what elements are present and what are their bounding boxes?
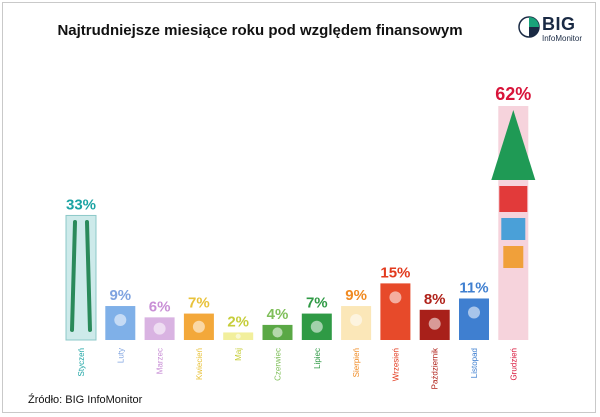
chart-frame — [2, 2, 596, 413]
category-label-1: Styczeń — [77, 348, 86, 376]
value-label-10: 8% — [424, 291, 446, 308]
bar-icon-11 — [468, 306, 480, 319]
value-label-2: 9% — [109, 287, 131, 304]
gift-icon — [499, 186, 528, 212]
category-label-7: Lipiec — [313, 348, 322, 369]
value-label-9: 15% — [380, 264, 410, 281]
ski-left-icon — [70, 220, 77, 332]
category-label-3: Marzec — [156, 348, 165, 374]
value-label-5: 2% — [227, 313, 249, 330]
christmas-tree-icon — [491, 110, 536, 180]
category-label-4: Kwiecień — [195, 348, 204, 380]
value-label-4: 7% — [188, 295, 210, 312]
value-label-12: 62% — [495, 84, 531, 104]
category-label-10: Październik — [431, 347, 440, 389]
bar-icon-5 — [235, 333, 241, 339]
value-label-1: 33% — [66, 196, 96, 213]
category-label-5: Maj — [234, 348, 243, 361]
logo: BIG InfoMonitor — [518, 14, 588, 48]
bar-icon-8 — [350, 314, 363, 327]
value-label-6: 4% — [267, 306, 289, 323]
category-label-9: Wrzesień — [391, 348, 400, 381]
bars-group — [65, 106, 529, 341]
category-label-6: Czerwiec — [274, 348, 283, 381]
value-labels-group: 33% 9% 6% 7% 2% 4% 7% 9% 15% 8% 11% 62% — [66, 84, 531, 330]
gift-icon-2 — [501, 218, 526, 240]
gift-icon-3 — [503, 246, 524, 268]
source-note: Źródło: BIG InfoMonitor — [28, 394, 143, 406]
bar-11 — [459, 298, 489, 340]
bar-icon-6 — [272, 327, 283, 338]
bar-icon-4 — [192, 320, 205, 333]
logo-icon — [518, 16, 540, 38]
ski-right-icon — [85, 220, 92, 332]
decorations-group — [70, 110, 536, 339]
value-label-11: 11% — [459, 279, 488, 296]
category-label-8: Sierpień — [352, 348, 361, 377]
value-label-3: 6% — [149, 298, 171, 315]
bar-icon-2 — [114, 314, 127, 327]
bar-icon-10 — [428, 317, 441, 330]
category-label-2: Luty — [116, 348, 125, 363]
category-labels-group: Styczeń Luty Marzec Kwiecień Maj Czerwiec Lipi… — [77, 347, 518, 389]
category-label-12: Grudzień — [509, 348, 518, 380]
value-label-8: 9% — [345, 287, 367, 304]
category-label-11: Listopad — [470, 348, 479, 378]
logo-name: BIG — [542, 14, 576, 34]
chart-title: Najtrudniejsze miesiące roku pod względe… — [57, 22, 463, 39]
bar-icon-9 — [389, 291, 402, 304]
bar-icon-3 — [153, 322, 166, 335]
logo-subtitle: InfoMonitor — [542, 34, 583, 43]
value-label-7: 7% — [306, 295, 328, 312]
bar-icon-7 — [310, 320, 323, 333]
